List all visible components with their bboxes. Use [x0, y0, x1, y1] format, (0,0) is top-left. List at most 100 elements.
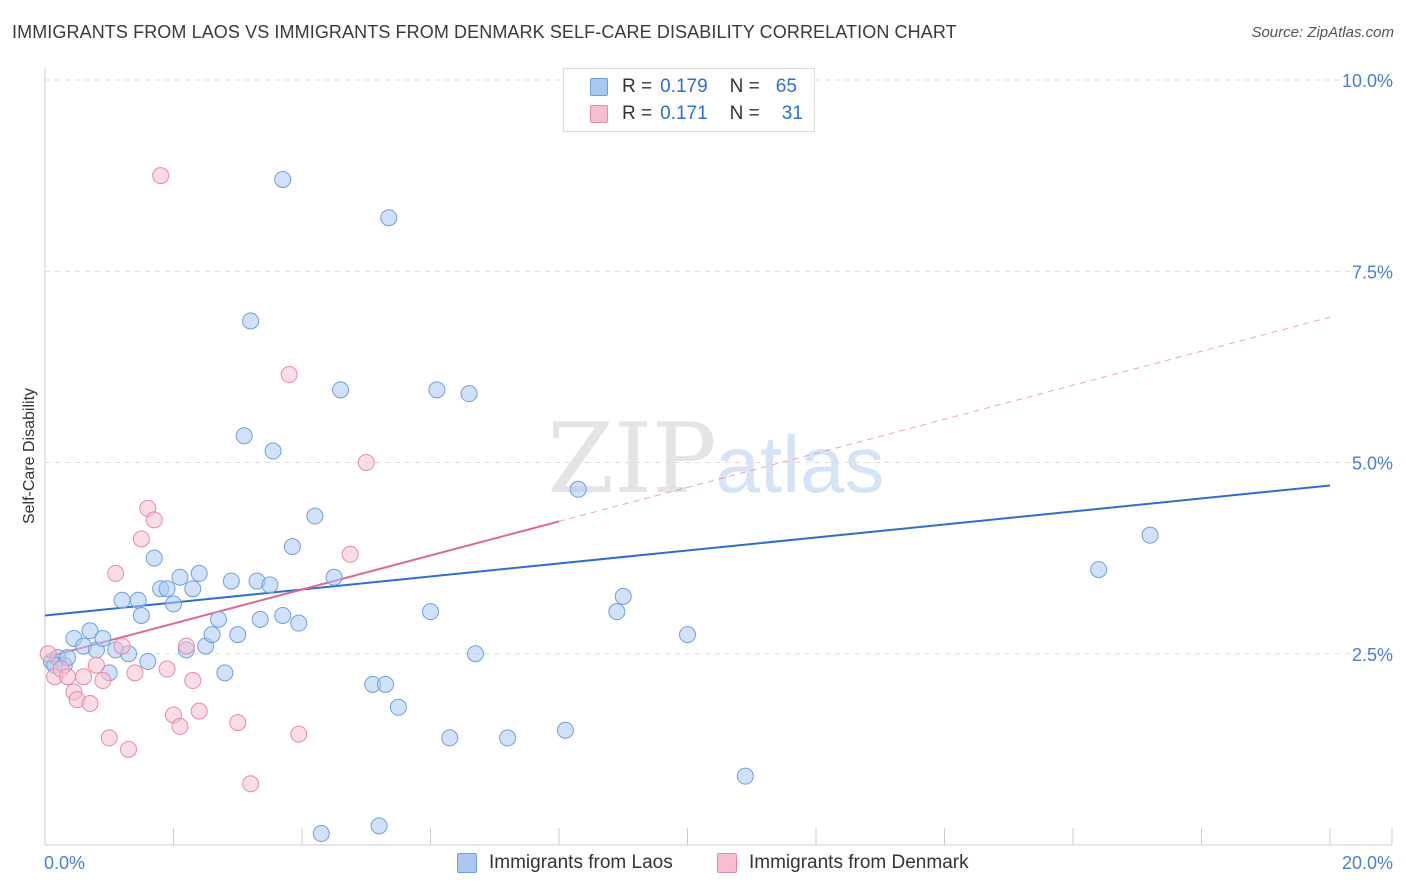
data-point [158, 580, 176, 598]
data-point [165, 595, 182, 613]
chart-title: IMMIGRANTS FROM LAOS VS IMMIGRANTS FROM … [12, 22, 957, 42]
data-point [380, 209, 398, 227]
data-point [152, 167, 170, 185]
data-point [312, 825, 330, 843]
data-point [222, 572, 240, 590]
series-label-laos: Immigrants from Laos [489, 852, 673, 873]
stats-legend: R = 0.179 N = 65 R = 0.171 N = 31 [563, 68, 815, 132]
data-point [736, 767, 754, 785]
watermark: ZIP atlas [547, 403, 884, 515]
legend-n-label: N = [729, 103, 760, 124]
trend-lines [44, 316, 1331, 659]
data-point [556, 721, 574, 739]
data-point [441, 729, 459, 747]
data-point [251, 610, 269, 628]
data-point [126, 664, 144, 682]
data-point [290, 725, 308, 743]
y-tick-label: 7.5% [1352, 262, 1393, 282]
legend-n-value: 31 [781, 103, 803, 124]
watermark-atlas: atlas [716, 420, 885, 509]
data-point [499, 729, 517, 747]
data-point [341, 545, 359, 563]
x-tick-label: 0.0% [44, 853, 85, 873]
data-point [357, 454, 375, 471]
legend-swatch-denmark [590, 105, 608, 123]
data-point [274, 170, 292, 188]
data-point [377, 675, 395, 693]
data-point [242, 775, 260, 793]
data-point [242, 312, 260, 330]
series-label-denmark: Immigrants from Denmark [749, 852, 969, 873]
data-point [229, 626, 247, 644]
legend-row-laos: R = 0.179 N = 65 [590, 76, 797, 98]
data-point [280, 366, 298, 384]
data-point [229, 714, 247, 732]
data-point [113, 591, 131, 609]
series-swatch-laos [457, 853, 477, 873]
data-point [428, 381, 446, 399]
legend-r-value: 0.171 [660, 103, 708, 124]
data-point [569, 480, 587, 498]
legend-row-denmark: R = 0.171 N = 31 [590, 103, 803, 125]
data-point [389, 698, 407, 716]
data-point [422, 603, 439, 621]
data-point [216, 664, 234, 682]
watermark-zip: ZIP [547, 403, 716, 515]
data-point [332, 381, 350, 399]
data-point [274, 607, 292, 624]
data-point [107, 564, 125, 582]
series-legend-denmark[interactable]: Immigrants from Denmark [717, 852, 969, 874]
data-point [290, 614, 308, 632]
data-point [264, 442, 282, 460]
data-point [261, 576, 279, 594]
data-point [87, 656, 105, 674]
data-point [145, 549, 163, 567]
y-tick-label: 5.0% [1352, 454, 1393, 474]
series-swatch-denmark [717, 853, 737, 873]
legend-n-label: N = [729, 76, 760, 97]
legend-r-value: 0.179 [660, 76, 708, 97]
data-point [113, 637, 131, 655]
trend-line-1 [44, 520, 560, 659]
x-tick-label: 20.0% [1342, 853, 1393, 873]
data-point [75, 668, 93, 686]
data-point [171, 717, 189, 735]
data-point [81, 694, 99, 712]
data-point [466, 645, 484, 663]
data-point [614, 587, 632, 605]
data-point [120, 740, 138, 758]
data-point [235, 427, 253, 445]
data-point [1090, 561, 1108, 579]
data-point [39, 645, 57, 663]
data-point [145, 511, 163, 529]
data-point [100, 729, 118, 747]
data-point [94, 672, 112, 690]
gridlines [45, 79, 1392, 655]
source-credit: Source: ZipAtlas.com [1251, 24, 1394, 41]
data-point [171, 568, 189, 586]
legend-swatch-laos [590, 78, 608, 96]
data-point [94, 629, 112, 647]
y-tick-label: 2.5% [1352, 645, 1393, 665]
trend-line-extension-1 [558, 316, 1331, 522]
data-point [370, 817, 388, 835]
data-point [184, 672, 202, 690]
data-point [184, 580, 202, 598]
data-point [679, 626, 696, 644]
series-legend-laos[interactable]: Immigrants from Laos [457, 852, 673, 874]
axes [44, 68, 1393, 846]
data-point [58, 668, 76, 686]
data-point [209, 610, 227, 628]
legend-n-value: 65 [775, 76, 797, 97]
x-tick-labels: 0.0% 20.0% [44, 853, 1393, 873]
data-point [1141, 526, 1159, 544]
data-point [190, 564, 208, 582]
trend-line-0 [44, 484, 1331, 617]
data-point [81, 622, 99, 640]
data-point [158, 660, 176, 678]
data-points [39, 113, 1159, 843]
data-point [132, 530, 150, 548]
data-point [132, 607, 150, 624]
data-point [460, 385, 478, 403]
